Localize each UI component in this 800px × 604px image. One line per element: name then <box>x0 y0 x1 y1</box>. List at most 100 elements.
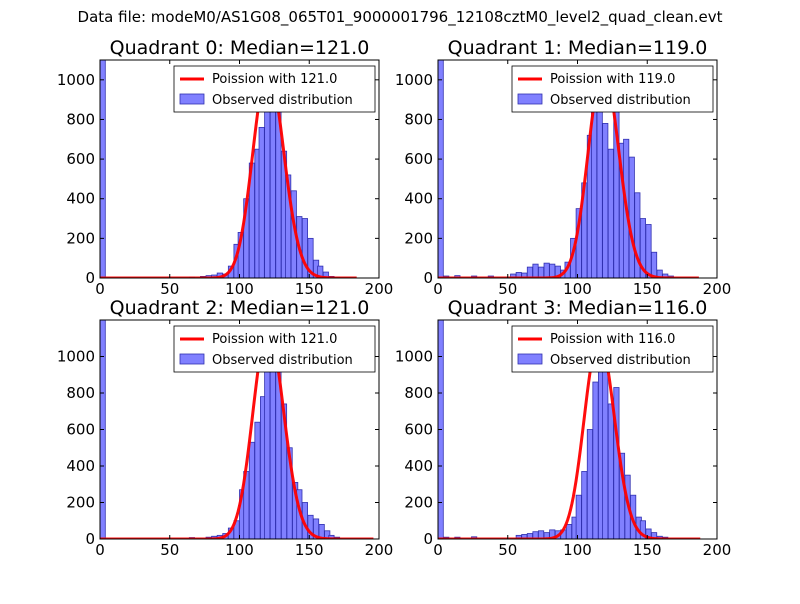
x-tick-label: 150 <box>295 541 324 559</box>
y-tick-label: 600 <box>404 150 433 168</box>
quadrant-panel-2: 0 50 100 150 200 0 200 400 600 800 1000 Quadrant 2:… <box>57 297 394 559</box>
x-tick-label: 200 <box>365 280 394 298</box>
y-tick-label: 0 <box>85 269 95 287</box>
x-tick-label: 0 <box>433 541 443 559</box>
histogram-bar <box>607 148 614 278</box>
histogram-bar <box>538 266 545 278</box>
x-tick-label: 50 <box>160 541 179 559</box>
histogram-bar <box>269 109 276 278</box>
histogram-bar <box>543 262 550 278</box>
legend-frame <box>511 65 714 113</box>
x-tick-label: 0 <box>433 280 443 298</box>
panel-title: Quadrant 3: Median=116.0 <box>448 297 708 319</box>
histogram-bar <box>438 60 444 278</box>
panel-title: Quadrant 2: Median=121.0 <box>110 297 370 319</box>
legend-frame <box>173 325 376 373</box>
histogram-bar <box>592 381 599 539</box>
panel-title: Quadrant 0: Median=121.0 <box>110 37 370 59</box>
legend-entry-poisson: Poission with 121.0 <box>212 332 337 347</box>
y-tick-label: 200 <box>404 229 433 247</box>
y-tick-label: 1000 <box>395 348 433 366</box>
y-tick-label: 200 <box>66 229 95 247</box>
y-tick-label: 400 <box>404 190 433 208</box>
legend-entry-poisson: Poission with 121.0 <box>212 72 337 87</box>
histogram-bar <box>254 421 261 539</box>
x-tick-label: 0 <box>95 541 105 559</box>
y-tick-label: 600 <box>66 421 95 439</box>
histogram-bar <box>258 126 265 278</box>
legend: Poission with 121.0 Observed distribution <box>173 65 376 113</box>
histogram-bar <box>607 403 614 539</box>
x-tick-label: 150 <box>633 280 662 298</box>
legend-entry-observed: Observed distribution <box>550 353 691 368</box>
legend-bar-swatch <box>179 93 205 105</box>
histogram-bar <box>526 266 533 278</box>
legend-entry-poisson: Poission with 119.0 <box>550 72 675 87</box>
x-tick-label: 100 <box>225 541 254 559</box>
x-tick-label: 200 <box>703 280 732 298</box>
x-tick-label: 50 <box>498 280 517 298</box>
y-tick-label: 0 <box>85 530 95 548</box>
y-tick-label: 200 <box>404 494 433 512</box>
y-tick-label: 1000 <box>57 348 95 366</box>
legend-entry-poisson: Poission with 116.0 <box>550 332 675 347</box>
plot-area <box>100 60 357 278</box>
x-tick-label: 0 <box>95 280 105 298</box>
poisson-curve <box>100 67 357 278</box>
legend-bar-swatch <box>517 353 543 365</box>
y-tick-label: 0 <box>423 269 433 287</box>
histogram-bar <box>645 224 652 278</box>
panel-title: Quadrant 1: Median=119.0 <box>448 37 708 59</box>
legend: Poission with 116.0 Observed distribution <box>511 325 714 373</box>
histogram-bar <box>100 60 106 278</box>
histogram-bar <box>602 123 609 278</box>
histogram-bar <box>581 471 588 539</box>
legend-entry-observed: Observed distribution <box>550 93 691 108</box>
histogram-bar <box>586 429 593 539</box>
legend-frame <box>173 65 376 113</box>
histogram-bar <box>628 156 635 278</box>
y-tick-label: 1000 <box>395 71 433 89</box>
y-tick-label: 0 <box>423 530 433 548</box>
plot-area <box>438 60 699 278</box>
x-tick-label: 150 <box>295 280 324 298</box>
histogram-bar <box>269 361 276 539</box>
y-tick-label: 200 <box>66 494 95 512</box>
legend-bar-swatch <box>517 93 543 105</box>
y-tick-label: 400 <box>66 190 95 208</box>
y-tick-label: 400 <box>404 457 433 475</box>
y-tick-label: 800 <box>66 384 95 402</box>
x-tick-label: 50 <box>498 541 517 559</box>
legend-entry-observed: Observed distribution <box>212 353 353 368</box>
histogram-bar <box>565 524 573 539</box>
poisson-curve <box>438 66 699 278</box>
x-tick-label: 100 <box>225 280 254 298</box>
histogram-bar <box>264 346 271 539</box>
legend: Poission with 121.0 Observed distribution <box>173 325 376 373</box>
histogram-bar <box>575 494 582 539</box>
quadrant-panel-1: 0 50 100 150 200 0 200 400 600 800 1000 Quadrant 1:… <box>395 37 732 298</box>
legend: Poission with 119.0 Observed distribution <box>511 65 714 113</box>
histogram-bar <box>532 263 539 278</box>
x-tick-label: 150 <box>633 541 662 559</box>
x-tick-label: 200 <box>365 541 394 559</box>
quadrant-panel-3: 0 50 100 150 200 0 200 400 600 800 1000 Quadrant 3:… <box>395 297 732 559</box>
legend-entry-observed: Observed distribution <box>212 93 353 108</box>
legend-bar-swatch <box>179 353 205 365</box>
y-tick-label: 800 <box>66 110 95 128</box>
x-tick-label: 100 <box>563 541 592 559</box>
histogram-bar <box>248 441 255 539</box>
x-tick-label: 50 <box>160 280 179 298</box>
figure-suptitle: Data file: modeM0/AS1G08_065T01_90000017… <box>77 8 723 26</box>
histogram-bar <box>596 97 603 278</box>
y-tick-label: 800 <box>404 384 433 402</box>
y-tick-label: 1000 <box>57 71 95 89</box>
x-tick-label: 100 <box>563 280 592 298</box>
quadrant-panel-0: 0 50 100 150 200 0 200 400 600 800 1000 Quadrant 0:… <box>57 37 394 298</box>
histogram-bar <box>602 352 609 539</box>
y-tick-label: 600 <box>404 421 433 439</box>
y-tick-label: 400 <box>66 457 95 475</box>
y-tick-label: 600 <box>66 150 95 168</box>
